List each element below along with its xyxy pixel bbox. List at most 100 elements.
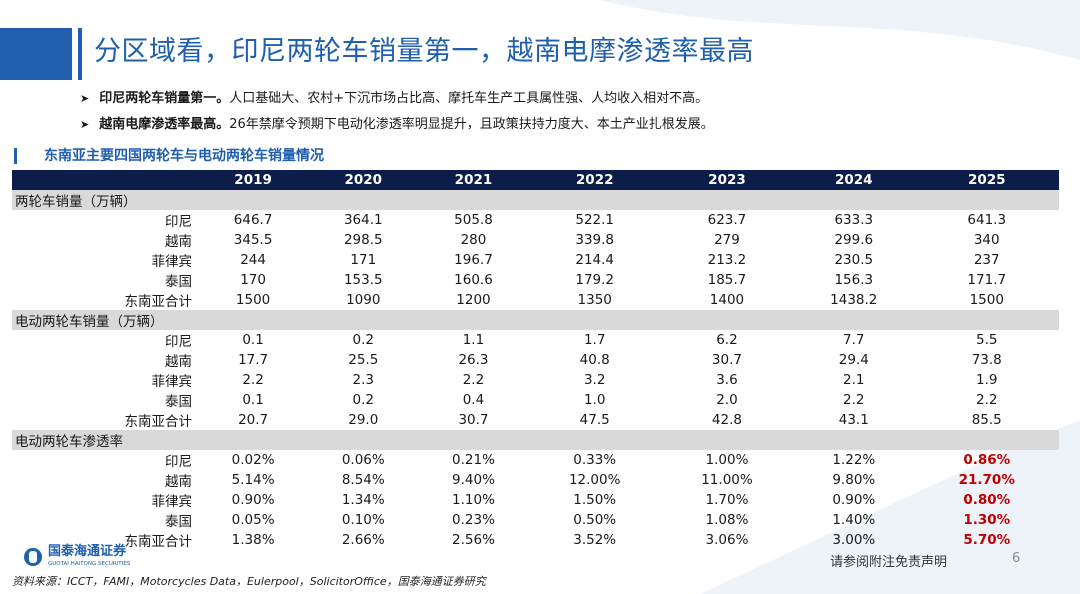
table-cell: 1.7 <box>583 332 606 348</box>
table-cell: 1.50% <box>573 492 617 508</box>
table-cell: 0.2 <box>352 392 375 408</box>
table-cell: 0.90% <box>832 492 876 508</box>
table-cell: 73.8 <box>971 352 1002 368</box>
table-cell: 0.23% <box>452 512 495 528</box>
table-cell: 171 <box>350 252 377 268</box>
header-year: 2025 <box>914 170 1059 190</box>
table-cell: 9.40% <box>452 472 495 488</box>
table-cell: 1.08% <box>705 512 749 528</box>
disclaimer-note: 请参阅附注免责声明 <box>830 555 948 570</box>
table-cell: 641.3 <box>967 212 1007 228</box>
table-group-row: 电动两轮车销量（万辆） <box>12 310 1059 330</box>
group-title: 两轮车销量（万辆） <box>12 190 1059 210</box>
table-cell: 5.5 <box>976 332 998 348</box>
arrow-bullet-icon: ➤ <box>80 92 90 105</box>
table-cell: 85.5 <box>971 412 1002 428</box>
table-cell: 2.1 <box>843 372 865 388</box>
row-label: 印尼 <box>165 454 192 470</box>
logo-name-cn: 国泰海通证券 <box>48 544 127 559</box>
table-cell: 633.3 <box>834 212 874 228</box>
bullet-bold: 越南电摩渗透率最高。 <box>99 117 230 132</box>
header-year: 2024 <box>793 170 915 190</box>
table-cell: 0.80% <box>963 492 1011 508</box>
header-year: 2021 <box>418 170 529 190</box>
table-cell: 1.34% <box>341 492 385 508</box>
table-cell: 237 <box>973 252 1000 268</box>
page-number: 6 <box>1012 551 1021 566</box>
header-year: 2022 <box>528 170 661 190</box>
table-cell: 0.02% <box>231 452 275 468</box>
table-row: 泰国 170 153.5 160.6 179.2 185.7 156.3 171.7 <box>12 270 1059 290</box>
table-cell: 20.7 <box>238 412 269 428</box>
section-marker <box>14 148 17 164</box>
logo-name-en: GUOTAI HAITONG SECURITIES <box>48 561 131 567</box>
table-row: 印尼 0.02% 0.06% 0.21% 0.33% 1.00% 1.22% 0.86% <box>12 450 1059 470</box>
header-year: 2019 <box>198 170 309 190</box>
table-cell: 170 <box>240 272 266 288</box>
table-cell: 0.90% <box>231 492 275 508</box>
table-cell: 646.7 <box>233 212 273 228</box>
table-cell: 1.40% <box>832 512 876 528</box>
bullet-item: ➤ 越南电摩渗透率最高。 26年禁摩令预期下电动化渗透率明显提升，且政策扶持力度… <box>80 112 714 138</box>
table-cell: 1200 <box>456 292 491 308</box>
bullet-text: 人口基础大、农村+下沉市场占比高、摩托车生产工具属性强、人均收入相对不高。 <box>229 91 709 106</box>
header-blank <box>12 170 198 190</box>
row-label: 越南 <box>165 234 192 250</box>
table-row: 东南亚合计 20.7 29.0 30.7 47.5 42.8 43.1 85.5 <box>12 410 1059 430</box>
table-row: 东南亚合计 1.38% 2.66% 2.56% 3.52% 3.06% 3.00% 5.70% <box>12 530 1059 550</box>
row-label: 泰国 <box>165 394 192 410</box>
table-cell: 3.2 <box>583 372 606 388</box>
table-cell: 0.1 <box>242 392 264 408</box>
table-cell: 11.00% <box>701 472 753 488</box>
table-row: 越南 345.5 298.5 280 339.8 279 299.6 340 <box>12 230 1059 250</box>
table-cell: 2.2 <box>462 372 485 388</box>
table-cell: 6.2 <box>716 332 738 348</box>
table-cell: 280 <box>460 232 487 248</box>
table-cell: 29.4 <box>838 352 869 368</box>
table-cell: 213.2 <box>707 252 747 268</box>
bullet-text: 26年禁摩令预期下电动化渗透率明显提升，且政策扶持力度大、本土产业扎根发展。 <box>229 117 714 132</box>
table-cell: 3.00% <box>832 532 876 548</box>
table-cell: 29.0 <box>348 412 379 428</box>
table-cell: 0.05% <box>231 512 275 528</box>
table-cell: 279 <box>714 232 740 248</box>
table-cell: 1090 <box>346 292 381 308</box>
table-cell: 5.14% <box>231 472 275 488</box>
table-row: 越南 17.7 25.5 26.3 40.8 30.7 29.4 73.8 <box>12 350 1059 370</box>
table-cell: 298.5 <box>343 232 383 248</box>
table-cell: 17.7 <box>238 352 269 368</box>
bullet-list: ➤ 印尼两轮车销量第一。 人口基础大、农村+下沉市场占比高、摩托车生产工具属性强… <box>80 86 714 138</box>
table-cell: 1350 <box>577 292 612 308</box>
row-label: 泰国 <box>165 274 192 290</box>
sales-table: 2019 2020 2021 2022 2023 2024 2025 两轮车销量… <box>12 170 1059 550</box>
table-cell: 185.7 <box>707 272 747 288</box>
table-cell: 5.70% <box>963 532 1011 548</box>
table-cell: 196.7 <box>454 252 493 268</box>
table-cell: 0.06% <box>341 452 385 468</box>
table-body: 两轮车销量（万辆） 印尼 646.7 364.1 505.8 522.1 623.7 633.… <box>12 190 1059 550</box>
logo-mark-icon <box>24 547 42 566</box>
table-cell: 179.2 <box>575 272 615 288</box>
bullet-bold: 印尼两轮车销量第一。 <box>99 91 230 106</box>
table-cell: 0.2 <box>352 332 375 348</box>
table-cell: 0.10% <box>341 512 385 528</box>
company-logo: 国泰海通证券 GUOTAI HAITONG SECURITIES <box>24 544 130 569</box>
table-cell: 26.3 <box>458 352 489 368</box>
title-accent-block <box>0 28 72 80</box>
table-cell: 522.1 <box>575 212 615 228</box>
row-label: 东南亚合计 <box>124 414 193 430</box>
table-cell: 160.6 <box>454 272 493 288</box>
table-cell: 1.00% <box>705 452 749 468</box>
table-cell: 1.30% <box>963 512 1011 528</box>
table-row: 菲律宾 0.90% 1.34% 1.10% 1.50% 1.70% 0.90% 0.80% <box>12 490 1059 510</box>
table-row: 菲律宾 244 171 196.7 214.4 213.2 230.5 237 <box>12 250 1059 270</box>
table-cell: 2.3 <box>352 372 375 388</box>
row-label: 印尼 <box>165 214 192 230</box>
table-cell: 1.38% <box>231 532 275 548</box>
table-cell: 299.6 <box>834 232 874 248</box>
table-cell: 43.1 <box>838 412 869 428</box>
table-cell: 9.80% <box>832 472 876 488</box>
group-title: 电动两轮车销量（万辆） <box>12 310 1059 330</box>
header-year: 2020 <box>308 170 419 190</box>
table-cell: 8.54% <box>341 472 385 488</box>
